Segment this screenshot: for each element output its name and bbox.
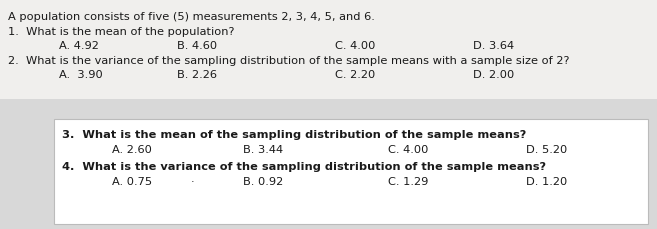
- Text: D. 3.64: D. 3.64: [473, 41, 514, 51]
- Text: A population consists of five (5) measurements 2, 3, 4, 5, and 6.: A population consists of five (5) measur…: [8, 12, 374, 22]
- Bar: [0, 0, 657, 100]
- Text: B. 4.60: B. 4.60: [177, 41, 217, 51]
- Text: C. 1.29: C. 1.29: [388, 176, 428, 186]
- Text: D. 2.00: D. 2.00: [473, 70, 514, 80]
- Text: C. 4.00: C. 4.00: [388, 144, 428, 154]
- Text: 2.  What is the variance of the sampling distribution of the sample means with a: 2. What is the variance of the sampling …: [8, 56, 570, 66]
- Text: B. 0.92: B. 0.92: [243, 176, 283, 186]
- Text: A. 2.60: A. 2.60: [112, 144, 152, 154]
- Bar: [0, 100, 657, 129]
- Text: A.  3.90: A. 3.90: [59, 70, 103, 80]
- FancyBboxPatch shape: [54, 119, 648, 224]
- Text: C. 2.20: C. 2.20: [335, 70, 375, 80]
- Text: ·: ·: [191, 176, 194, 186]
- Text: 3.  What is the mean of the sampling distribution of the sample means?: 3. What is the mean of the sampling dist…: [62, 129, 527, 139]
- Text: 4.  What is the variance of the sampling distribution of the sample means?: 4. What is the variance of the sampling …: [62, 161, 547, 171]
- Text: B. 2.26: B. 2.26: [177, 70, 217, 80]
- Text: A. 4.92: A. 4.92: [59, 41, 99, 51]
- Text: D. 1.20: D. 1.20: [526, 176, 567, 186]
- Text: B. 3.44: B. 3.44: [243, 144, 283, 154]
- Text: A. 0.75: A. 0.75: [112, 176, 152, 186]
- Text: C. 4.00: C. 4.00: [335, 41, 375, 51]
- Text: D. 5.20: D. 5.20: [526, 144, 567, 154]
- Text: 1.  What is the mean of the population?: 1. What is the mean of the population?: [8, 27, 235, 37]
